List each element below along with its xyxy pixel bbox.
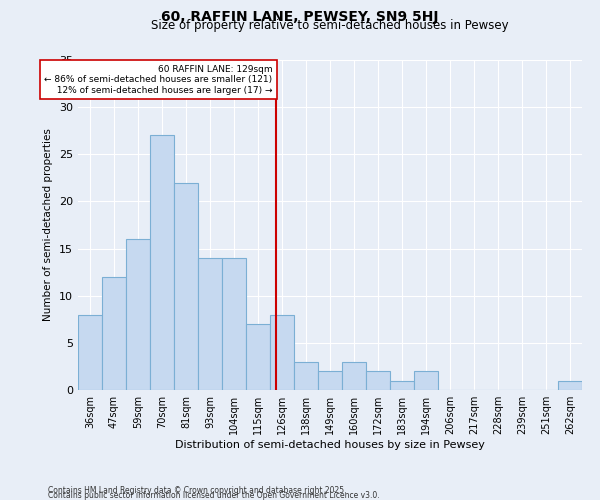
Bar — [390, 380, 414, 390]
Bar — [342, 362, 366, 390]
Bar — [174, 182, 198, 390]
Bar — [558, 380, 582, 390]
Bar — [198, 258, 222, 390]
Y-axis label: Number of semi-detached properties: Number of semi-detached properties — [43, 128, 53, 322]
Bar — [222, 258, 246, 390]
Text: Contains public sector information licensed under the Open Government Licence v3: Contains public sector information licen… — [48, 490, 380, 500]
Title: Size of property relative to semi-detached houses in Pewsey: Size of property relative to semi-detach… — [151, 20, 509, 32]
Bar — [270, 314, 294, 390]
Bar — [294, 362, 318, 390]
Bar — [318, 371, 342, 390]
Bar — [102, 277, 126, 390]
Bar — [126, 239, 150, 390]
Bar — [246, 324, 270, 390]
Text: 60 RAFFIN LANE: 129sqm
← 86% of semi-detached houses are smaller (121)
  12% of : 60 RAFFIN LANE: 129sqm ← 86% of semi-det… — [44, 64, 272, 94]
Bar — [366, 371, 390, 390]
Text: 60, RAFFIN LANE, PEWSEY, SN9 5HJ: 60, RAFFIN LANE, PEWSEY, SN9 5HJ — [161, 10, 439, 24]
Bar — [150, 136, 174, 390]
Bar — [78, 314, 102, 390]
Text: Contains HM Land Registry data © Crown copyright and database right 2025.: Contains HM Land Registry data © Crown c… — [48, 486, 347, 495]
X-axis label: Distribution of semi-detached houses by size in Pewsey: Distribution of semi-detached houses by … — [175, 440, 485, 450]
Bar — [414, 371, 438, 390]
